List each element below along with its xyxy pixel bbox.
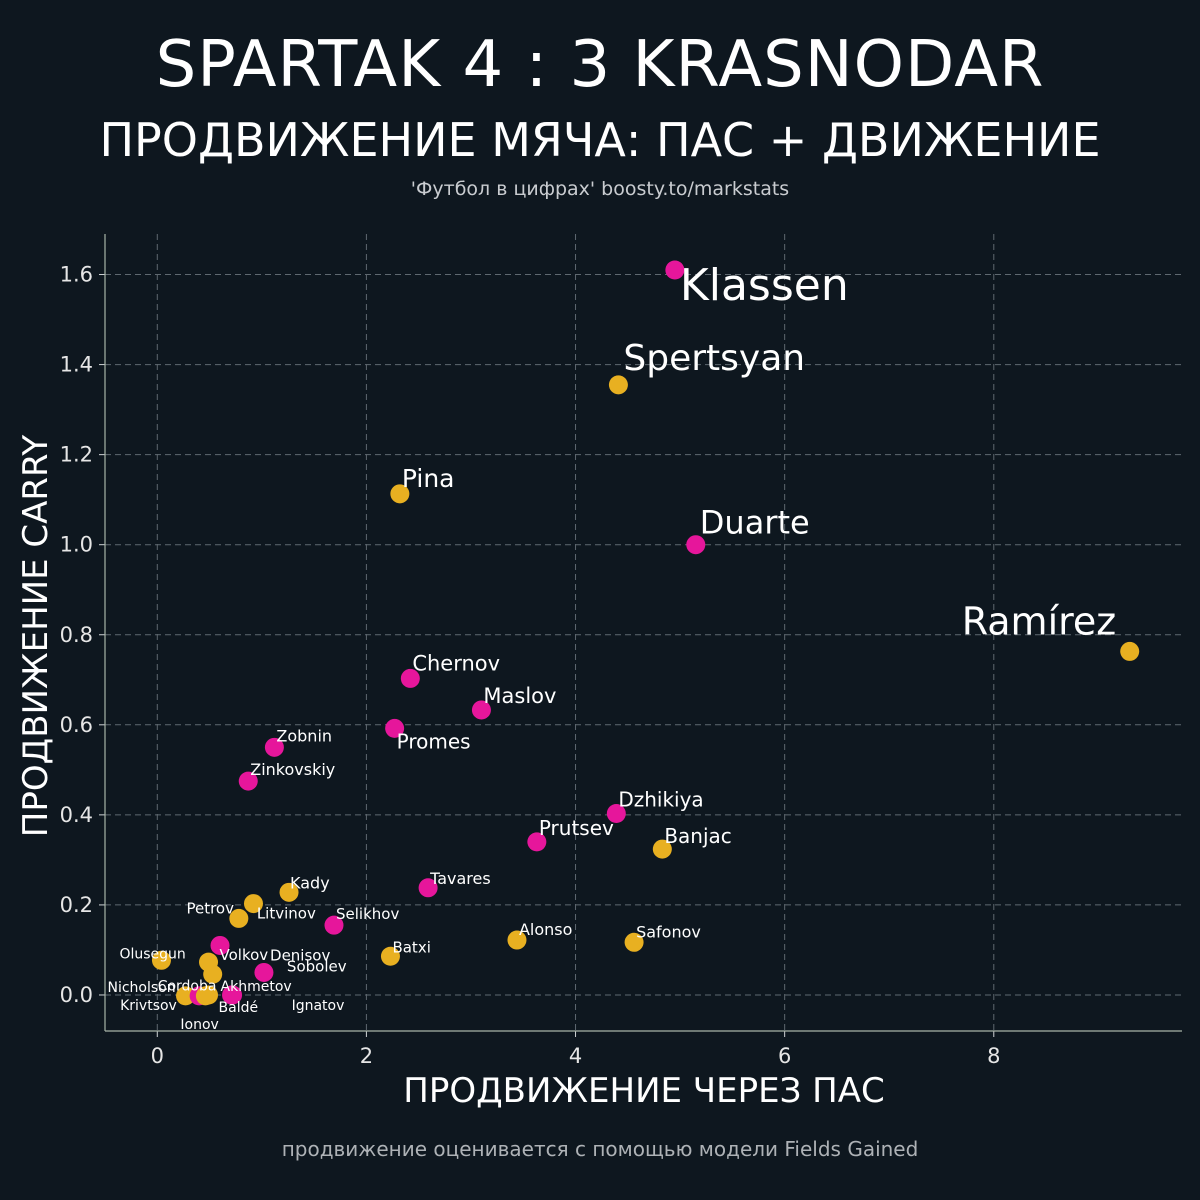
y-tick-label: 0.8: [60, 623, 93, 647]
point-label: Banjac: [664, 824, 731, 848]
y-axis-label: ПРОДВИЖЕНИЕ CARRY: [16, 435, 56, 838]
y-tick-label: 1.2: [60, 443, 93, 467]
data-point-tavares: [418, 878, 438, 898]
data-point-prutsev: [527, 832, 547, 852]
point-label: Batxi: [392, 938, 430, 956]
point-label: Maslov: [483, 684, 556, 708]
data-point-sobolev: [254, 962, 274, 982]
point-labels: Klassen Spertsyan Pina Duarte Ramírez Chernov…: [108, 260, 1117, 1033]
data-point-spertsyan: [608, 375, 628, 395]
point-label: Krivtsov: [120, 998, 177, 1014]
data-point-klassen: [665, 260, 685, 280]
data-point-maslov: [471, 700, 491, 720]
data-point-batxi: [380, 946, 400, 966]
data-point-denisov: [210, 935, 230, 955]
data-point-dzhikiya: [606, 804, 626, 824]
point-label: Baldé: [219, 1000, 259, 1016]
x-axis-label: ПРОДВИЖЕНИЕ ЧЕРЕЗ ПАС: [403, 1071, 885, 1111]
y-tick-label: 0.6: [60, 713, 93, 737]
point-label: Klassen: [680, 260, 849, 311]
point-label: Prutsev: [539, 816, 614, 840]
data-point-cordoba: [203, 964, 223, 984]
point-label: Tavares: [429, 869, 491, 888]
point-label: Petrov: [186, 900, 234, 918]
point-label: Volkov: [220, 946, 269, 964]
x-tick-label: 6: [778, 1044, 791, 1068]
point-label: Cordoba: [158, 978, 217, 994]
point-label: Duarte: [700, 504, 810, 542]
axes: [99, 234, 1182, 1037]
point-label: Denisov: [270, 946, 330, 964]
data-point-kady: [279, 882, 299, 902]
data-point-alonso: [507, 930, 527, 950]
point-label: Pina: [402, 464, 455, 493]
chart-title: SPARTAK 4 : 3 KRASNODAR: [155, 28, 1045, 102]
point-label: Zobnin: [276, 726, 332, 745]
data-point-selikhov: [324, 915, 344, 935]
point-label: Olusegun: [119, 946, 185, 962]
data-points: [151, 260, 1140, 1006]
data-point-ignatov: [223, 985, 243, 1005]
point-label: Safonov: [636, 922, 701, 941]
x-tick-label: 0: [151, 1044, 164, 1068]
data-point-zobnin: [264, 737, 284, 757]
point-label: Spertsyan: [623, 338, 805, 379]
point-label: Nicholson: [108, 980, 176, 996]
point-label: Litvinov: [257, 904, 316, 922]
source-credit: 'Футбол в цифрах' boosty.to/markstats: [410, 178, 790, 200]
data-point-chernov: [400, 668, 420, 688]
point-label: Sobolev: [287, 957, 347, 975]
point-label: Kady: [290, 873, 330, 892]
data-point-safonov: [624, 932, 644, 952]
y-tick-label: 0.0: [60, 983, 93, 1007]
grid: [105, 234, 1182, 1031]
point-label: Alonso: [519, 920, 572, 939]
data-point-banjac: [652, 839, 672, 859]
point-label: Ramírez: [962, 599, 1117, 643]
footnote: продвижение оценивается с помощью модели…: [281, 1137, 919, 1161]
y-tick-label: 0.2: [60, 893, 93, 917]
point-label: Dzhikiya: [618, 788, 703, 812]
data-point-ionov: [195, 986, 215, 1006]
point-label: Promes: [397, 729, 471, 753]
point-label: Selikhov: [336, 905, 399, 923]
x-tick-label: 8: [987, 1044, 1000, 1068]
data-point-ramírez: [1120, 641, 1140, 661]
data-point-zinkovskiy: [238, 771, 258, 791]
y-tick-label: 1.4: [60, 353, 93, 377]
y-tick-label: 0.4: [60, 803, 93, 827]
tick-labels: 0 2 4 6 8 0.0 0.2 0.4 0.6 0.8 1.0 1.2 1.4 1.6: [60, 263, 1001, 1068]
point-label: Akhmetov: [221, 979, 292, 995]
point-label: Chernov: [412, 651, 500, 675]
y-tick-label: 1.6: [60, 263, 93, 287]
data-point-promes: [385, 718, 405, 738]
data-point-litvinov: [229, 908, 249, 928]
x-tick-label: 2: [360, 1044, 373, 1068]
x-tick-label: 4: [569, 1044, 582, 1068]
data-point-pina: [390, 484, 410, 504]
point-label: Ignatov: [292, 998, 345, 1014]
data-point-olusegun: [151, 950, 171, 970]
data-point-petrov: [243, 894, 263, 914]
point-label: Zinkovskiy: [250, 760, 335, 779]
data-point-nicholson: [176, 986, 196, 1006]
chart-subtitle: ПРОДВИЖЕНИЕ МЯЧА: ПАС + ДВИЖЕНИЕ: [99, 113, 1101, 167]
point-label: Ionov: [180, 1017, 218, 1033]
y-tick-label: 1.0: [60, 533, 93, 557]
data-point-duarte: [686, 535, 706, 555]
